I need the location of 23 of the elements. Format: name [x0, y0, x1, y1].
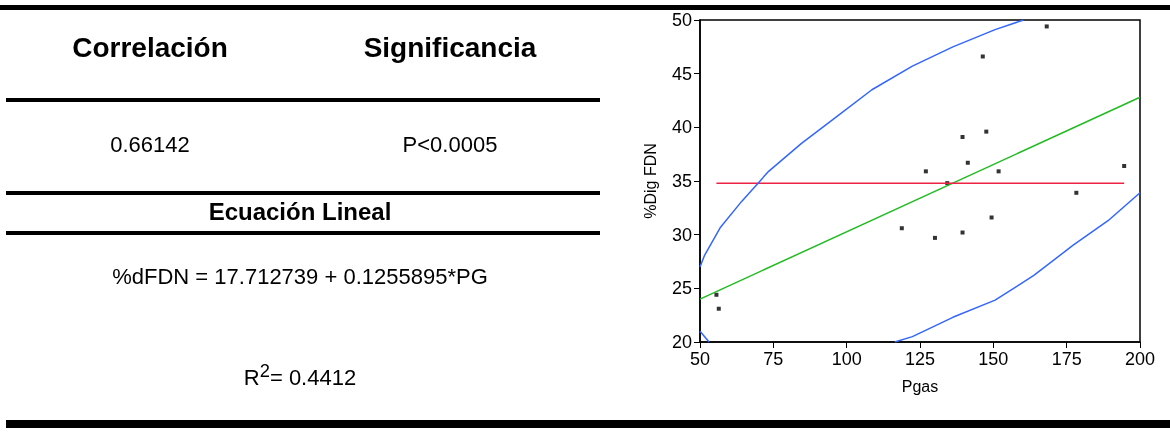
text: Correlación	[71, 32, 229, 64]
y-tick-label: 35	[671, 171, 692, 191]
text: Ecuación Lineal	[207, 198, 393, 226]
x-tick-label: 50	[689, 349, 711, 369]
text: 0.66142	[109, 132, 191, 158]
text: P<0.0005	[401, 132, 499, 158]
y-tick-label: 20	[671, 332, 692, 352]
x-tick-label: 75	[763, 349, 784, 369]
x-axis-title: Pgas	[901, 377, 939, 395]
y-tick-label: 40	[671, 117, 692, 138]
x-tick-label: 125	[904, 349, 936, 369]
y-tick-label: 30	[671, 224, 692, 245]
text: R$^{2}$= 0.4412	[242, 360, 358, 392]
x-tick-label: 175	[1051, 349, 1082, 369]
text: %dFDN = 17.712739 + 0.1255895*PG	[111, 264, 489, 290]
y-tick-label: 50	[671, 10, 692, 30]
y-tick-label: 45	[671, 63, 692, 84]
text: Significancia	[362, 32, 538, 64]
x-tick-label: 150	[978, 349, 1009, 369]
x-tick-label: 200	[1124, 349, 1156, 369]
y-tick-label: 25	[671, 278, 692, 299]
y-axis-title: %Dig FDN	[641, 143, 659, 219]
x-tick-label: 100	[831, 349, 862, 369]
